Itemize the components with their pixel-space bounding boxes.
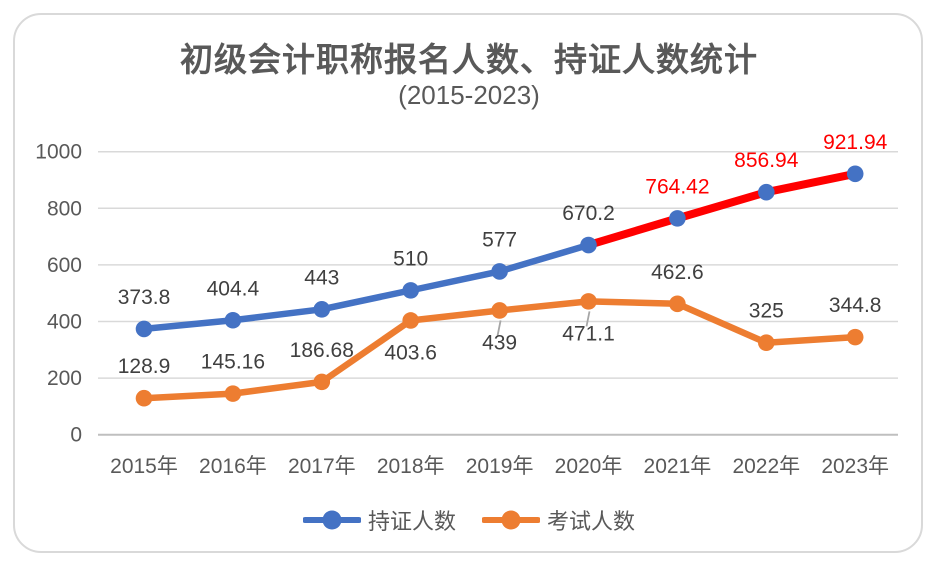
data-point-exam-takers — [846, 328, 864, 346]
x-axis-tick-label: 2015年 — [110, 455, 178, 478]
y-axis-tick-label: 0 — [70, 424, 82, 447]
legend-item-certificate-holders[interactable]: 持证人数 — [302, 504, 456, 536]
legend-marker-certificate-holders — [302, 510, 361, 530]
data-point-certificate-holders — [846, 165, 864, 183]
x-axis-tick-label: 2019年 — [466, 455, 534, 478]
data-point-certificate-holders — [135, 320, 153, 338]
chart-title: 初级会计职称报名人数、持证人数统计 — [180, 41, 758, 78]
label-leader-line — [585, 311, 591, 327]
data-point-exam-takers — [135, 389, 153, 407]
x-axis-tick-label: 2020年 — [555, 455, 623, 478]
data-label-exam-takers: 439 — [482, 331, 517, 354]
x-axis-tick-label: 2022年 — [732, 455, 800, 478]
data-label-exam-takers: 462.6 — [651, 261, 704, 284]
data-point-certificate-holders — [491, 263, 508, 280]
data-point-certificate-holders — [758, 183, 775, 201]
legend-item-exam-takers[interactable]: 考试人数 — [482, 504, 635, 536]
data-label-certificate-holders: 670.2 — [562, 202, 615, 225]
data-label-certificate-holders: 443 — [304, 266, 339, 289]
x-axis-tick-label: 2017年 — [288, 455, 356, 478]
data-point-certificate-holders — [580, 236, 597, 254]
data-point-exam-takers — [580, 293, 597, 310]
legend-label-exam-takers: 考试人数 — [547, 509, 636, 534]
data-label-exam-takers: 128.9 — [118, 355, 171, 378]
data-label-exam-takers: 471.1 — [562, 322, 615, 345]
chart-card — [13, 13, 923, 553]
data-point-exam-takers — [313, 373, 331, 391]
data-label-certificate-holders: 921.94 — [823, 131, 888, 154]
data-point-certificate-holders — [669, 210, 686, 227]
data-label-certificate-holders: 373.8 — [118, 286, 171, 309]
data-label-exam-takers: 325 — [749, 300, 784, 323]
y-axis-tick-label: 200 — [47, 367, 82, 390]
x-axis-tick-label: 2021年 — [644, 455, 712, 478]
legend-marker-exam-takers — [482, 510, 540, 530]
series-line-certificate-holders — [140, 241, 592, 333]
data-label-certificate-holders: 764.42 — [645, 175, 709, 198]
x-axis-tick-label: 2018年 — [377, 455, 445, 478]
data-label-certificate-holders: 577 — [482, 228, 517, 251]
y-axis-tick-label: 400 — [47, 311, 82, 334]
y-axis-tick-label: 800 — [47, 197, 82, 220]
data-point-exam-takers — [758, 334, 775, 352]
data-point-certificate-holders — [313, 301, 331, 318]
data-point-certificate-holders — [224, 311, 242, 329]
data-point-exam-takers — [491, 302, 508, 319]
chart-legend: 持证人数 考试人数 — [0, 504, 938, 536]
x-axis-tick-label: 2023年 — [821, 455, 889, 478]
y-axis-tick-label: 1000 — [35, 141, 82, 164]
data-label-exam-takers: 145.16 — [201, 351, 265, 374]
x-axis-tick-label: 2016年 — [199, 455, 267, 478]
data-point-certificate-holders — [402, 282, 420, 299]
data-point-exam-takers — [402, 312, 420, 329]
legend-label-certificate-holders: 持证人数 — [367, 509, 456, 534]
label-leader-line — [496, 320, 502, 336]
data-label-exam-takers: 186.68 — [290, 339, 354, 362]
data-label-exam-takers: 344.8 — [829, 294, 882, 317]
y-axis-tick-label: 600 — [47, 254, 82, 277]
data-label-certificate-holders: 856.94 — [734, 149, 799, 172]
data-label-exam-takers: 403.6 — [384, 341, 437, 364]
data-label-certificate-holders: 510 — [393, 247, 428, 270]
series-line-certificate-holders-highlight — [584, 169, 860, 250]
chart-subtitle: (2015-2023) — [398, 80, 540, 110]
data-point-exam-takers — [224, 385, 242, 402]
data-label-certificate-holders: 404.4 — [207, 277, 260, 300]
data-point-exam-takers — [669, 295, 686, 313]
